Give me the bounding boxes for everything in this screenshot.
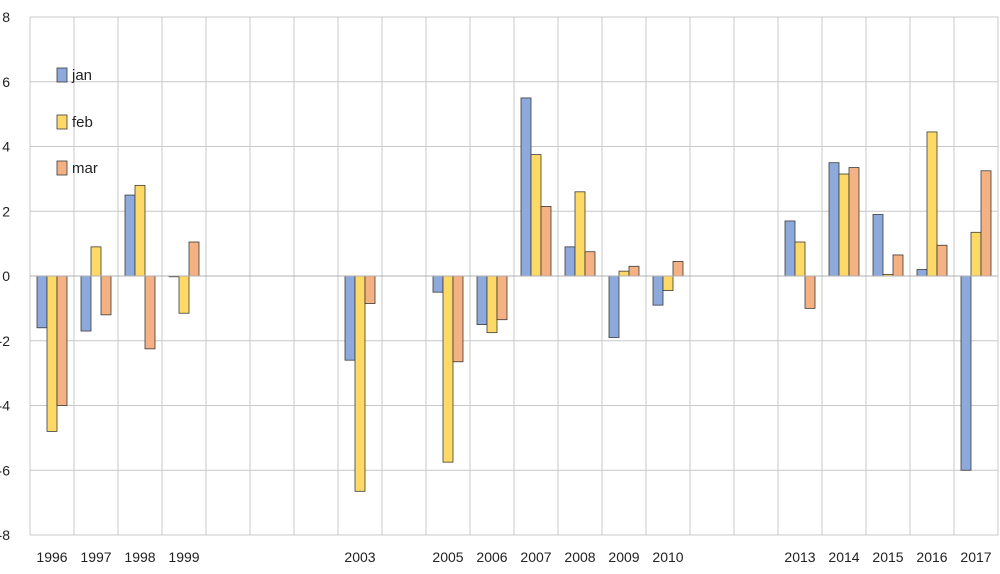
legend-swatch-mar bbox=[56, 160, 68, 176]
x-tick-label: 2016 bbox=[916, 549, 947, 565]
y-tick-label: 6 bbox=[2, 74, 10, 90]
bar-jan-2016 bbox=[916, 269, 928, 277]
bar-jan-2007 bbox=[520, 97, 532, 277]
bar-mar-1998 bbox=[144, 275, 156, 350]
legend-label-mar: mar bbox=[72, 160, 98, 177]
bar-feb-1996 bbox=[46, 275, 58, 432]
legend: jan feb mar bbox=[56, 67, 98, 177]
y-tick-labels: -8 -6 -4 -2 0 2 4 6 8 bbox=[0, 9, 10, 543]
legend-swatch-feb bbox=[56, 114, 68, 130]
bar-jan-2014 bbox=[828, 162, 840, 277]
legend-label-feb: feb bbox=[72, 114, 93, 131]
x-tick-label: 2006 bbox=[476, 549, 507, 565]
bar-mar-2016 bbox=[936, 244, 948, 277]
bar-feb-2007 bbox=[530, 154, 542, 277]
bar-mar-2013 bbox=[804, 275, 816, 309]
y-tick-label: 8 bbox=[2, 9, 10, 25]
bar-jan-1996 bbox=[36, 275, 48, 329]
bar-feb-2009 bbox=[618, 270, 630, 277]
x-tick-label: 1998 bbox=[124, 549, 155, 565]
bar-mar-1997 bbox=[100, 275, 112, 316]
bar-mar-2008 bbox=[584, 251, 596, 277]
bar-feb-2003 bbox=[354, 275, 366, 492]
bar-feb-2010 bbox=[662, 275, 674, 291]
bar-mar-2003 bbox=[364, 275, 376, 304]
x-tick-label: 2003 bbox=[344, 549, 375, 565]
y-tick-label: -8 bbox=[0, 527, 10, 543]
bar-jan-2009 bbox=[608, 275, 620, 338]
bar-mar-2005 bbox=[452, 275, 464, 363]
bar-jan-2003 bbox=[344, 275, 356, 361]
bar-feb-1999 bbox=[178, 275, 190, 314]
bar-jan-2005 bbox=[432, 275, 444, 293]
x-tick-label: 1999 bbox=[168, 549, 199, 565]
y-tick-label: -6 bbox=[0, 462, 10, 478]
bar-mar-2010 bbox=[672, 261, 684, 277]
x-tick-labels: 1996 1997 1998 1999 2003 2005 2006 2007 2008 2009… bbox=[36, 549, 991, 565]
bar-mar-2014 bbox=[848, 167, 860, 277]
x-tick-label: 2015 bbox=[872, 549, 903, 565]
bar-jan-2017 bbox=[960, 275, 972, 471]
y-tick-label: -2 bbox=[0, 333, 10, 349]
bar-mar-2017 bbox=[980, 170, 992, 277]
bar-feb-2013 bbox=[794, 241, 806, 277]
bar-mar-2015 bbox=[892, 254, 904, 277]
bar-mar-2009 bbox=[628, 265, 640, 277]
bars-group bbox=[36, 97, 992, 492]
bar-feb-1998 bbox=[134, 184, 146, 277]
x-tick-label: 1997 bbox=[80, 549, 111, 565]
bar-feb-2005 bbox=[442, 275, 454, 463]
bar-feb-2008 bbox=[574, 191, 586, 277]
bar-mar-2006 bbox=[496, 275, 508, 321]
bar-jan-2008 bbox=[564, 246, 576, 277]
bar-jan-2015 bbox=[872, 214, 884, 277]
bar-mar-2007 bbox=[540, 205, 552, 277]
y-tick-label: 4 bbox=[2, 139, 10, 155]
x-tick-label: 2014 bbox=[828, 549, 859, 565]
legend-label-jan: jan bbox=[71, 67, 92, 84]
bar-feb-1997 bbox=[90, 246, 102, 277]
bar-jan-2010 bbox=[652, 275, 664, 306]
bar-feb-2006 bbox=[486, 275, 498, 334]
x-tick-label: 2008 bbox=[564, 549, 595, 565]
y-tick-label: 0 bbox=[2, 268, 10, 284]
bar-feb-2014 bbox=[838, 173, 850, 277]
bar-feb-2016 bbox=[926, 131, 938, 277]
bar-mar-1996 bbox=[56, 275, 68, 406]
legend-swatch-jan bbox=[56, 67, 68, 83]
x-tick-label: 2010 bbox=[652, 549, 683, 565]
x-tick-label: 1996 bbox=[36, 549, 67, 565]
x-tick-label: 2007 bbox=[520, 549, 551, 565]
bar-jan-1997 bbox=[80, 275, 92, 332]
x-tick-label: 2013 bbox=[784, 549, 815, 565]
y-tick-label: -4 bbox=[0, 398, 10, 414]
x-tick-label: 2009 bbox=[608, 549, 639, 565]
bar-jan-2013 bbox=[784, 220, 796, 277]
x-tick-label: 2005 bbox=[432, 549, 463, 565]
bar-mar-1999 bbox=[188, 241, 200, 277]
bar-jan-1998 bbox=[124, 194, 136, 277]
x-tick-label: 2017 bbox=[960, 549, 991, 565]
y-tick-label: 2 bbox=[2, 203, 10, 219]
bar-feb-2017 bbox=[970, 231, 982, 277]
bar-jan-2006 bbox=[476, 275, 488, 325]
